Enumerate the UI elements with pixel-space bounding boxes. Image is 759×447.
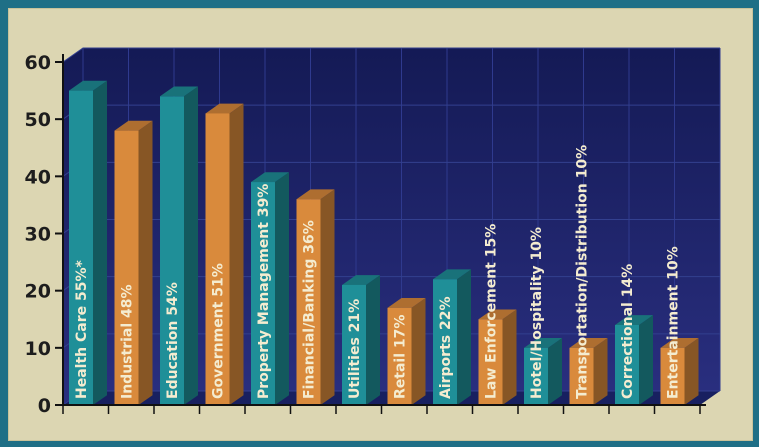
bar-front: [524, 347, 548, 405]
bar-label: Property Management 39%: [256, 184, 272, 399]
bar: Government 51%: [205, 103, 244, 406]
bar-side: [548, 338, 562, 405]
bar-label: Retail 17%: [393, 315, 409, 399]
bar-side: [138, 120, 153, 406]
bar-side: [229, 103, 244, 406]
bar: Entertainment 10%: [660, 246, 699, 405]
bar: Hotel/Hospitality 10%: [524, 227, 562, 405]
bar-front: [205, 113, 230, 405]
bar-top: [205, 103, 244, 114]
bar-side: [457, 269, 471, 405]
bar-top: [524, 338, 562, 348]
bar: Property Management 39%: [251, 172, 289, 405]
y-tick-label: 40: [25, 166, 51, 188]
bar-top: [296, 189, 335, 200]
bar-label: Law Enforcement 15%: [484, 224, 500, 399]
y-tick-label: 50: [25, 109, 51, 131]
bar-top: [342, 275, 380, 285]
bar-front: [296, 199, 321, 405]
bar: Health Care 55%*: [69, 80, 107, 406]
bar-label: Airports 22%: [438, 297, 454, 400]
bar-front: [69, 90, 93, 405]
bar-top: [160, 86, 198, 97]
bar-label: Government 51%: [211, 263, 227, 399]
bar-front: [433, 279, 457, 405]
bar: Transportation/Distribution 10%: [569, 145, 608, 405]
bar-top: [387, 298, 426, 308]
bar-top: [478, 309, 517, 320]
bar-label: Industrial 48%: [120, 284, 136, 399]
bar-side: [639, 315, 653, 405]
bar-side: [411, 298, 426, 405]
bar-label: Entertainment 10%: [666, 246, 682, 399]
bar-top: [615, 315, 653, 325]
bar-front: [251, 182, 275, 405]
bar-front: [114, 130, 139, 405]
bar-side: [320, 189, 335, 405]
bar: Law Enforcement 15%: [478, 224, 517, 405]
bar-label: Correctional 14%: [620, 264, 636, 399]
bar-label: Utilities 21%: [347, 299, 363, 399]
bar-front: [615, 324, 639, 405]
bar-front: [478, 319, 503, 405]
y-tick-label: 10: [25, 338, 51, 360]
bar-label: Education 54%: [165, 282, 181, 399]
y-tick-label: 30: [25, 224, 51, 246]
bar-label: Financial/Banking 36%: [302, 220, 318, 399]
bar-side: [502, 309, 517, 405]
bar-front: [660, 347, 685, 405]
bar-front: [387, 307, 412, 405]
bar-side: [184, 86, 198, 405]
y-tick-label: 20: [25, 281, 51, 303]
bar-label: Health Care 55%*: [74, 260, 90, 399]
bar-side: [684, 338, 699, 405]
bar-side: [366, 275, 380, 405]
y-tick-label: 0: [38, 395, 51, 417]
bar: Correctional 14%: [615, 264, 653, 405]
bar-top: [114, 120, 153, 131]
bar-top: [69, 80, 107, 91]
bar-label: Transportation/Distribution 10%: [575, 145, 591, 399]
bar-side: [593, 338, 608, 405]
bar: Education 54%: [160, 86, 198, 406]
bar: Industrial 48%: [114, 120, 153, 406]
bar-side: [275, 172, 289, 405]
bar: Utilities 21%: [342, 275, 380, 405]
bar-label: Hotel/Hospitality 10%: [529, 227, 545, 399]
bar-top: [660, 338, 699, 348]
bar: Airports 22%: [433, 269, 471, 405]
bar: Financial/Banking 36%: [296, 189, 335, 405]
grid-line-horizontal: [62, 47, 720, 63]
bar-front: [160, 96, 184, 406]
bar: Retail 17%: [387, 298, 426, 405]
bar-top: [251, 172, 289, 183]
bar-front: [342, 284, 366, 405]
bar-top: [569, 338, 608, 348]
bar-top: [433, 269, 471, 280]
y-tick-label: 60: [25, 52, 51, 74]
bar-side: [93, 80, 107, 406]
bar-front: [569, 347, 594, 405]
